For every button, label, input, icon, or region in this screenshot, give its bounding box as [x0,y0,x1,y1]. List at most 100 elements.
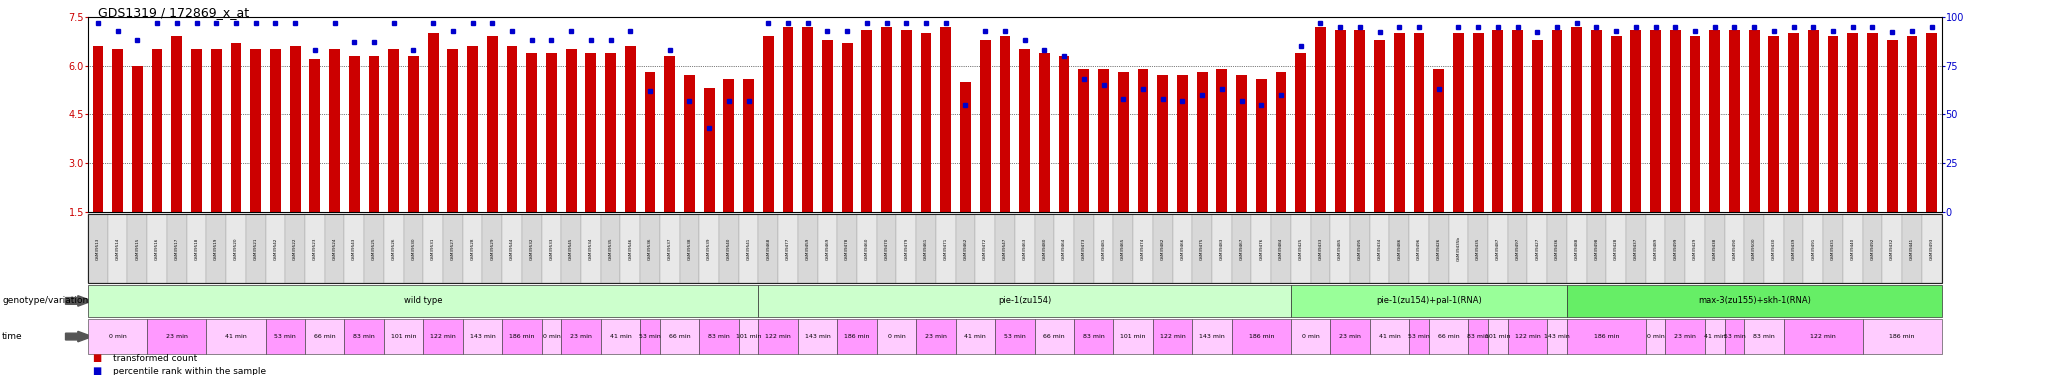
Bar [1059,56,1069,212]
Bar [1354,30,1366,212]
Text: 23 min: 23 min [926,334,946,339]
Text: GSM39486: GSM39486 [1397,237,1401,260]
Bar [782,27,793,212]
Bar [862,30,872,212]
Text: GSM39517: GSM39517 [174,237,178,260]
Text: 122 min: 122 min [766,334,791,339]
Text: genotype/variation: genotype/variation [2,296,88,305]
Bar [1571,27,1583,212]
Bar [1927,33,1937,212]
Text: GSM39484: GSM39484 [1278,237,1282,260]
Text: 186 min: 186 min [1249,334,1274,339]
Bar [881,27,893,212]
Text: 66 min: 66 min [670,334,690,339]
Text: 23 min: 23 min [1673,334,1696,339]
Text: GSM39440: GSM39440 [1851,237,1855,260]
Text: transformed count: transformed count [113,354,197,363]
Text: GSM39491: GSM39491 [1810,237,1815,260]
Bar [1669,30,1681,212]
Text: 122 min: 122 min [430,334,457,339]
Text: GSM39462: GSM39462 [963,237,967,260]
Bar [1473,33,1483,212]
Text: 83 min: 83 min [709,334,729,339]
Text: GSM39520: GSM39520 [233,237,238,260]
Bar [1294,53,1307,212]
Bar [1907,36,1917,212]
Bar [842,43,852,212]
Text: GSM39478: GSM39478 [846,237,850,260]
Text: 0 min: 0 min [1647,334,1665,339]
Text: GSM39492: GSM39492 [1870,237,1874,260]
Text: GSM39467: GSM39467 [1239,237,1243,260]
Bar [1335,30,1346,212]
Text: wild type: wild type [403,296,442,305]
Text: GSM39519: GSM39519 [215,237,219,260]
Text: GSM39435: GSM39435 [1477,237,1481,260]
Bar [1217,69,1227,212]
Text: 66 min: 66 min [313,334,336,339]
Bar [1157,75,1167,212]
Text: GSM39538: GSM39538 [688,237,692,260]
Text: pie-1(zu154)+pal-1(RNA): pie-1(zu154)+pal-1(RNA) [1376,296,1481,305]
Text: GSM39529: GSM39529 [489,237,494,260]
Text: GSM39524: GSM39524 [332,237,336,260]
Text: ■: ■ [92,366,102,375]
Bar [1137,69,1149,212]
Text: GSM39437: GSM39437 [1634,237,1638,260]
Text: 53 min: 53 min [639,334,662,339]
Bar [1552,30,1563,212]
Bar [1511,30,1524,212]
Text: time: time [2,332,23,341]
Bar [1079,69,1090,212]
Bar [565,50,578,212]
Text: GSM39431: GSM39431 [1831,237,1835,260]
Text: GSM39472: GSM39472 [983,237,987,260]
Text: 122 min: 122 min [1516,334,1540,339]
Text: 41 min: 41 min [610,334,631,339]
Text: GSM39500: GSM39500 [1753,237,1757,260]
Bar [1651,30,1661,212]
Bar [625,46,635,212]
Bar [428,33,438,212]
Text: 143 min: 143 min [469,334,496,339]
Bar [547,53,557,212]
Bar [1630,30,1640,212]
Bar [408,56,420,212]
Bar [1020,50,1030,212]
Text: GSM39436: GSM39436 [1554,237,1559,260]
Bar [1710,30,1720,212]
Text: GSM39429: GSM39429 [1694,237,1698,260]
Text: 186 min: 186 min [844,334,870,339]
Text: GSM39544: GSM39544 [510,237,514,260]
Text: GSM39521: GSM39521 [254,237,258,260]
Text: GSM39476: GSM39476 [1260,237,1264,260]
Bar [506,46,518,212]
Text: GSM39542: GSM39542 [272,237,276,260]
Bar [645,72,655,212]
Bar [922,33,932,212]
Bar [1591,30,1602,212]
Text: GSM39527: GSM39527 [451,237,455,260]
Bar [1038,53,1051,212]
Text: GSM39539: GSM39539 [707,237,711,260]
Bar [172,36,182,212]
Bar [1847,33,1858,212]
Text: 101 min: 101 min [735,334,762,339]
Bar [309,59,319,212]
Bar [289,46,301,212]
Text: GSM39465: GSM39465 [1120,237,1124,260]
Text: GSM39439: GSM39439 [1792,237,1796,260]
Text: pie-1(zu154): pie-1(zu154) [997,296,1051,305]
Bar [190,50,203,212]
Bar [467,46,477,212]
Bar [1237,75,1247,212]
Text: GSM39434: GSM39434 [1378,237,1382,260]
Bar [764,36,774,212]
Text: GSM39480: GSM39480 [1042,237,1047,260]
Text: 41 min: 41 min [1378,334,1401,339]
Text: 122 min: 122 min [1159,334,1186,339]
Text: 66 min: 66 min [1438,334,1460,339]
Text: 186 min: 186 min [510,334,535,339]
Bar [270,50,281,212]
Text: GSM39497: GSM39497 [1516,237,1520,260]
